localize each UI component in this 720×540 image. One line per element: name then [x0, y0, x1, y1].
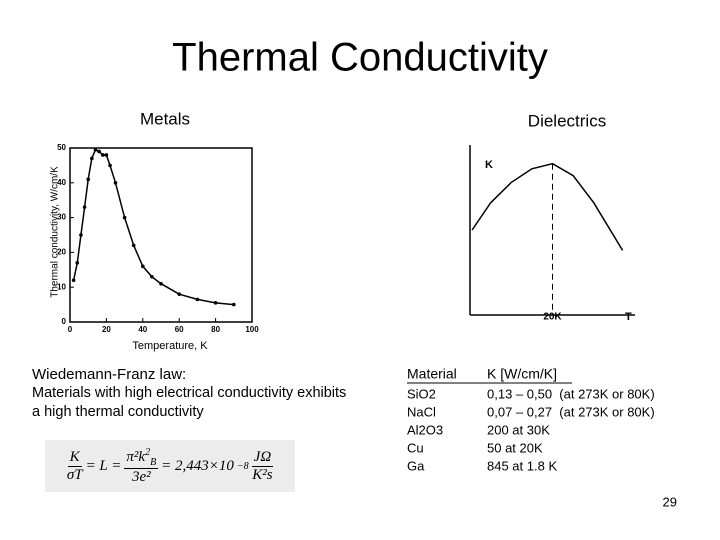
data-line: [471, 162, 624, 251]
formula-sup: 2: [145, 446, 151, 458]
formula-text: = L =: [85, 457, 122, 474]
fraction: π²k2B 3e²: [124, 446, 159, 486]
data-point: [93, 147, 98, 152]
table-cell: Ga: [407, 458, 425, 473]
y-tick-label: 30: [57, 213, 66, 222]
table-header: Material: [407, 366, 457, 382]
numerator: K: [67, 448, 82, 467]
x-tick-label: 40: [138, 325, 147, 334]
table-cell: 50 at 20K: [487, 440, 543, 455]
data-point: [141, 264, 145, 269]
table-cell: 0,13 – 0,50 (at 273K or 80K): [487, 386, 655, 401]
data-point: [177, 292, 181, 296]
x-axis-label: Temperature, K: [132, 340, 208, 352]
data-point: [79, 233, 83, 237]
data-point: [86, 177, 90, 182]
x-tick-label: 20K: [543, 312, 562, 323]
page-number: 29: [663, 494, 677, 509]
slide-title: Thermal Conductivity: [172, 36, 548, 80]
table-cell: Al2O3: [407, 422, 443, 437]
y-tick-label: 40: [57, 178, 66, 187]
data-point: [100, 153, 105, 157]
y-tick-label: 20: [57, 248, 66, 257]
x-axis-label: T: [625, 311, 632, 323]
chart-title: Dielectrics: [528, 111, 606, 130]
data-point: [97, 149, 101, 154]
numerator: π²k2B: [124, 446, 159, 469]
y-tick-label: 10: [57, 282, 66, 291]
formula-sub: B: [150, 456, 157, 468]
data-point: [71, 278, 76, 283]
data-point: [159, 281, 163, 286]
data-point: [75, 261, 80, 265]
table-body: SiO2 0,13 – 0,50 (at 273K or 80K) NaCl 0,07…: [407, 386, 655, 473]
table-cell: SiO2: [407, 386, 436, 401]
x-tick-label: 80: [211, 325, 220, 334]
table-cell: NaCl: [407, 404, 436, 419]
x-tick-label: 60: [175, 325, 184, 334]
table-cell: 0,07 – 0,27 (at 273K or 80K): [487, 404, 655, 419]
data-point: [122, 215, 127, 220]
data-point: [104, 153, 109, 157]
data-point: [213, 301, 218, 305]
data-point: [131, 243, 136, 248]
numerator: JΩ: [251, 448, 274, 467]
denominator: σT: [66, 466, 83, 483]
formula-text: = 2,443×10: [161, 457, 234, 474]
data-point: [150, 274, 154, 279]
table-cell: Cu: [407, 440, 424, 455]
denominator: 3e²: [131, 468, 151, 485]
data-point: [232, 302, 236, 307]
plot-frame: [69, 147, 253, 323]
formula-text: π²k: [126, 448, 146, 465]
x-tick-label: 0: [68, 325, 73, 334]
data-point: [195, 297, 200, 302]
x-tick-label: 100: [245, 325, 259, 334]
denominator: K²s: [252, 466, 273, 483]
data-line: [72, 148, 234, 306]
y-tick-label: 50: [57, 143, 66, 152]
chart-title: Metals: [140, 109, 190, 128]
table-header: K [W/cm/K]: [487, 366, 557, 382]
table-cell: 200 at 30K: [487, 422, 550, 437]
x-tick-label: 20: [102, 325, 111, 334]
data-point: [90, 156, 94, 161]
data-point: [108, 163, 112, 168]
law-text-box: Materials with high electrical conductiv…: [32, 385, 347, 420]
law-heading: Wiedemann-Franz law:: [32, 366, 186, 383]
y-tick-label: 0: [62, 317, 67, 326]
y-axis-label: K: [485, 159, 493, 171]
data-point: [82, 205, 87, 209]
fraction: JΩ K²s: [251, 448, 274, 484]
y-axis-label: Thermal conductivity, W/cm/K: [50, 166, 61, 298]
formula-sup: −8: [236, 460, 249, 472]
data-point: [113, 181, 118, 185]
table-cell: 845 at 1.8 K: [487, 458, 557, 473]
law-text: Materials with high electrical conductiv…: [32, 385, 347, 420]
